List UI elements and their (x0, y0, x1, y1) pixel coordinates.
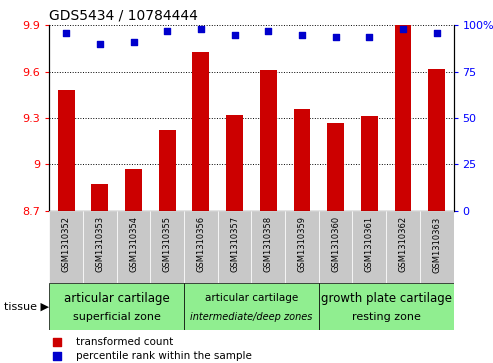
Text: GSM1310359: GSM1310359 (297, 216, 307, 272)
Bar (192, 52, 210, 211)
Bar (361, 117, 378, 211)
Bar (49, 283, 184, 330)
Text: GSM1310360: GSM1310360 (331, 216, 340, 273)
Text: tissue ▶: tissue ▶ (3, 302, 49, 312)
Text: transformed count: transformed count (75, 337, 173, 347)
Bar (226, 115, 243, 211)
Text: resting zone: resting zone (352, 312, 421, 322)
Bar (91, 184, 108, 211)
Bar (319, 211, 352, 283)
Bar (420, 211, 454, 283)
Point (53, 339, 61, 345)
Text: GSM1310361: GSM1310361 (365, 216, 374, 273)
Text: GSM1310358: GSM1310358 (264, 216, 273, 273)
Bar (184, 211, 218, 283)
Point (197, 26, 205, 32)
Bar (352, 211, 386, 283)
Text: GSM1310356: GSM1310356 (196, 216, 206, 273)
Bar (293, 109, 311, 211)
Bar (83, 211, 117, 283)
Text: GSM1310357: GSM1310357 (230, 216, 239, 273)
Text: GSM1310355: GSM1310355 (163, 216, 172, 272)
Bar (260, 70, 277, 211)
Bar (125, 169, 142, 211)
Text: GSM1310352: GSM1310352 (62, 216, 70, 272)
Bar (49, 211, 83, 283)
Bar (184, 283, 319, 330)
Point (433, 30, 441, 36)
Bar (159, 130, 176, 211)
Text: GSM1310353: GSM1310353 (95, 216, 105, 273)
Point (399, 26, 407, 32)
Point (130, 39, 138, 45)
Bar (117, 211, 150, 283)
Text: superficial zone: superficial zone (73, 312, 161, 322)
Point (264, 28, 272, 34)
Point (332, 34, 340, 40)
Bar (218, 211, 251, 283)
Bar (150, 211, 184, 283)
Text: articular cartilage: articular cartilage (205, 293, 298, 303)
Point (365, 34, 373, 40)
Point (231, 32, 239, 37)
Text: intermediate/deep zones: intermediate/deep zones (190, 312, 313, 322)
Text: GSM1310362: GSM1310362 (398, 216, 408, 273)
Bar (251, 211, 285, 283)
Text: articular cartilage: articular cartilage (64, 292, 170, 305)
Point (298, 32, 306, 37)
Bar (319, 283, 454, 330)
Point (53, 354, 61, 359)
Point (96, 41, 104, 47)
Text: GSM1310363: GSM1310363 (432, 216, 441, 273)
Point (163, 28, 171, 34)
Point (62, 30, 70, 36)
Text: GDS5434 / 10784444: GDS5434 / 10784444 (49, 9, 198, 23)
Bar (428, 69, 445, 211)
Bar (58, 90, 74, 211)
Bar (327, 123, 344, 211)
Text: GSM1310354: GSM1310354 (129, 216, 138, 272)
Bar (285, 211, 319, 283)
Text: percentile rank within the sample: percentile rank within the sample (75, 351, 251, 362)
Bar (394, 12, 412, 211)
Text: growth plate cartilage: growth plate cartilage (320, 292, 452, 305)
Bar (386, 211, 420, 283)
